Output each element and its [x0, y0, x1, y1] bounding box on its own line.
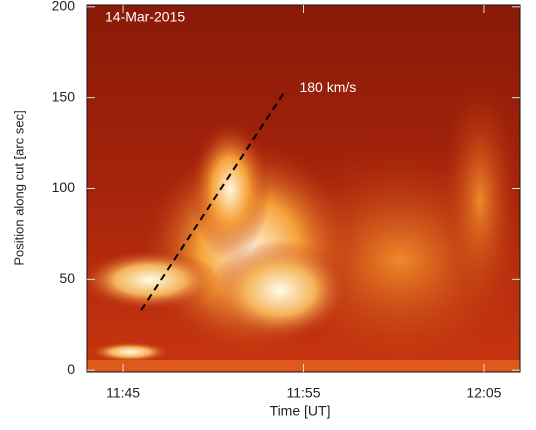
y-axis-title: Position along cut [arc sec]	[11, 110, 26, 265]
y-tick-label: 150	[52, 88, 76, 104]
x-tick-label: 12:05	[466, 385, 501, 401]
x-axis-title: Time [UT]	[270, 403, 331, 419]
y-tick-label: 0	[67, 361, 75, 377]
image-background	[87, 5, 520, 372]
y-tick-label: 100	[52, 179, 76, 195]
y-tick-label: 50	[59, 270, 75, 286]
date-label: 14-Mar-2015	[105, 9, 185, 25]
y-tick-label: 200	[52, 0, 76, 14]
x-tick-label: 11:45	[106, 385, 140, 401]
x-tick-label: 11:55	[287, 385, 321, 401]
speed-label: 180 km/s	[299, 79, 356, 95]
speed-fit-line	[140, 89, 287, 311]
